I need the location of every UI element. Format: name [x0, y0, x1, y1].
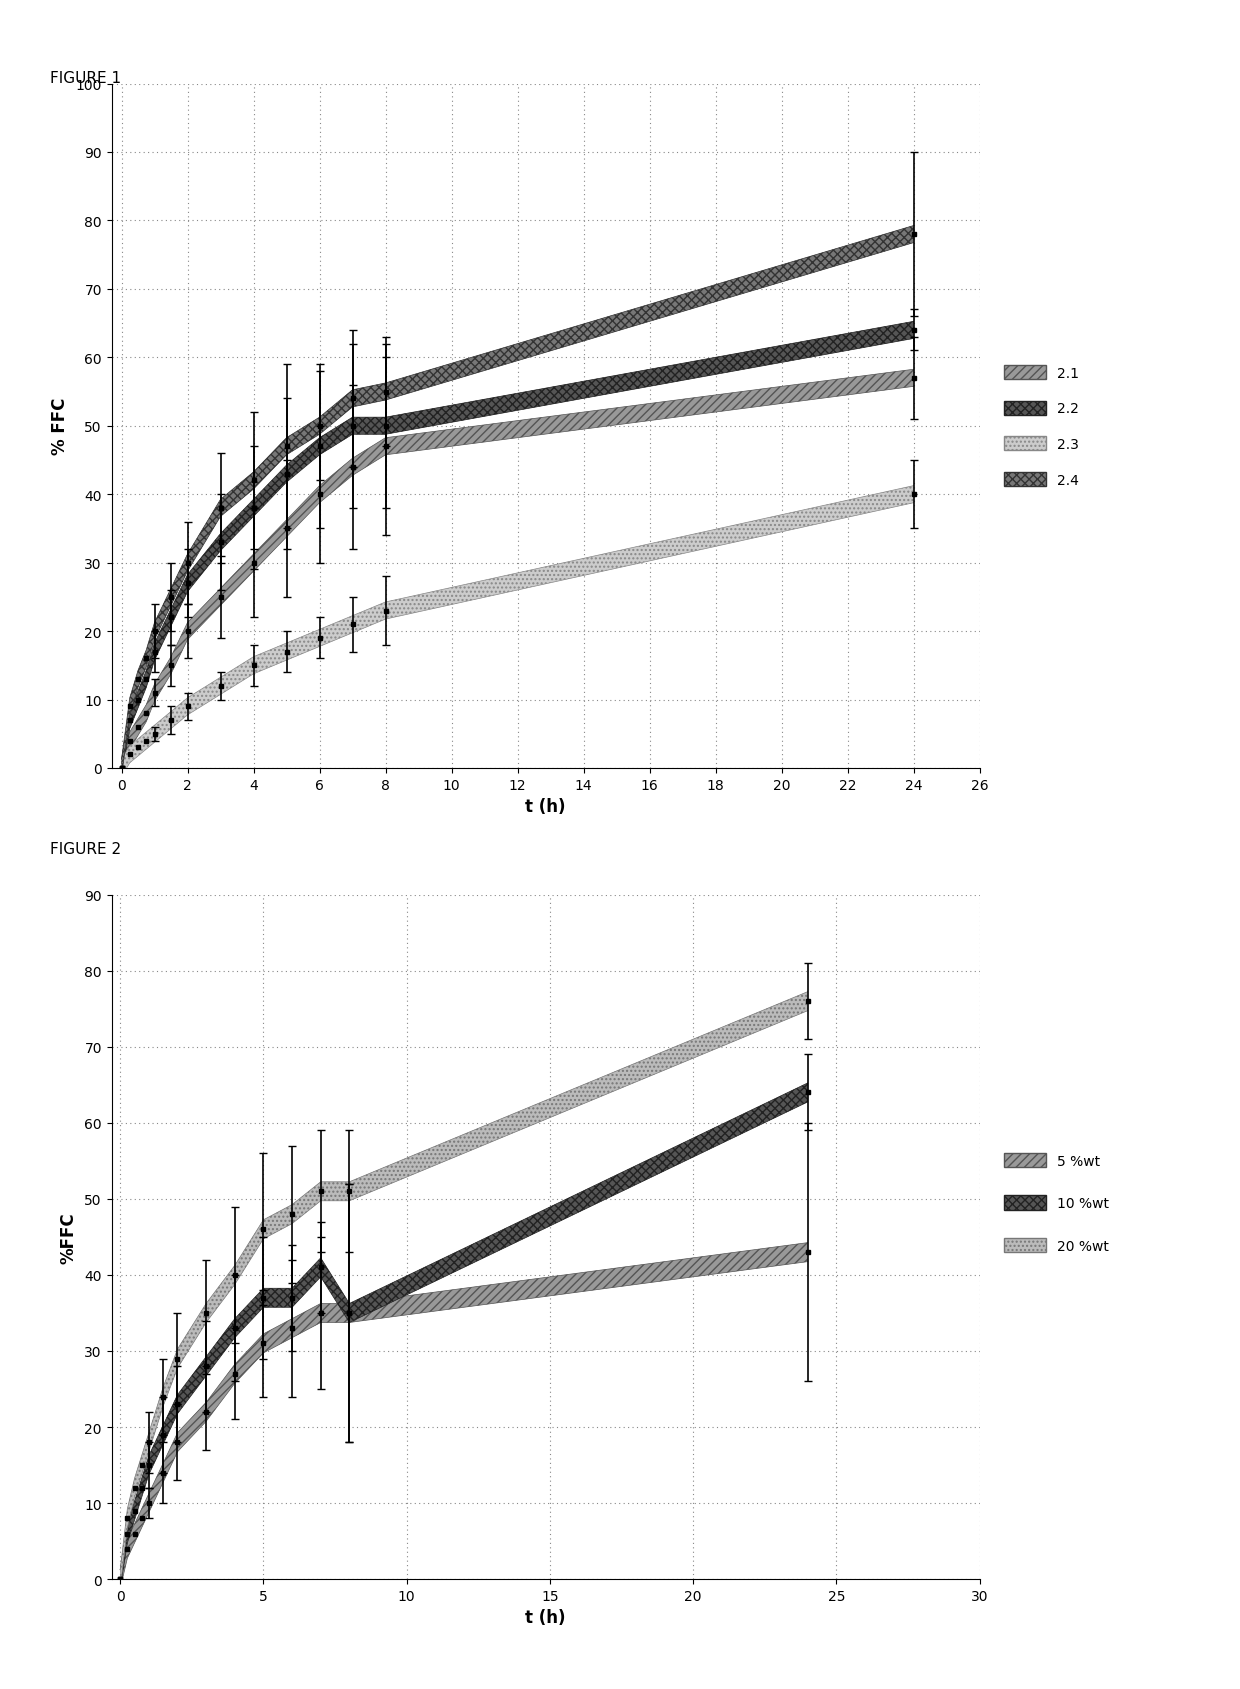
Y-axis label: %FFC: %FFC [60, 1211, 77, 1263]
X-axis label: t (h): t (h) [526, 1608, 565, 1627]
Y-axis label: % FFC: % FFC [51, 399, 68, 454]
Legend: 2.1, 2.2, 2.3, 2.4: 2.1, 2.2, 2.3, 2.4 [1004, 365, 1079, 488]
Text: FIGURE 1: FIGURE 1 [50, 71, 120, 86]
Text: FIGURE 2: FIGURE 2 [50, 841, 120, 856]
X-axis label: t (h): t (h) [526, 797, 565, 816]
Legend: 5 %wt, 10 %wt, 20 %wt: 5 %wt, 10 %wt, 20 %wt [1004, 1154, 1109, 1253]
